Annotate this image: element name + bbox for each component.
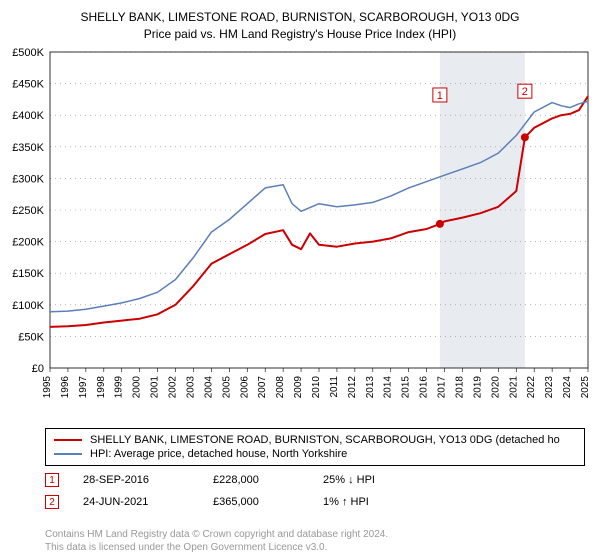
x-tick-label: 2015: [401, 376, 412, 399]
x-tick-label: 2018: [454, 376, 465, 399]
x-tick-label: 1999: [114, 376, 125, 399]
annotation-row: 2 24-JUN-2021£365,0001% ↑ HPI: [45, 492, 585, 512]
y-tick-label: £450K: [12, 79, 44, 91]
x-tick-label: 2016: [419, 376, 430, 399]
annotation-badge: 2: [45, 495, 59, 509]
legend-row: SHELLY BANK, LIMESTONE ROAD, BURNISTON, …: [54, 433, 576, 447]
x-tick-label: 2023: [544, 376, 555, 399]
sale-marker-number: 2: [522, 86, 528, 98]
legend-swatch: [54, 439, 82, 441]
x-tick-label: 1997: [78, 376, 89, 399]
x-tick-label: 2012: [347, 376, 358, 399]
title-block: SHELLY BANK, LIMESTONE ROAD, BURNISTON, …: [0, 0, 600, 46]
y-tick-label: £100K: [12, 300, 44, 312]
y-tick-label: £50K: [18, 331, 44, 343]
y-tick-label: £350K: [12, 142, 44, 154]
legend-row: HPI: Average price, detached house, Nort…: [54, 447, 576, 461]
annotation-date: 24-JUN-2021: [83, 496, 213, 508]
chart-area: £0 £50K £100K £150K £200K £250K £300K £350K £400…: [0, 46, 600, 426]
x-tick-label: 2004: [203, 376, 214, 399]
x-tick-label: 2001: [150, 376, 161, 399]
annotation-delta: 25% ↓ HPI: [323, 474, 585, 486]
annotation-badge: 1: [45, 473, 59, 487]
sale-marker-dot: [521, 133, 529, 141]
x-tick-label: 1995: [42, 376, 53, 399]
x-tick-label: 2019: [472, 376, 483, 399]
x-tick-label: 2009: [293, 376, 304, 399]
x-tick-label: 2021: [508, 376, 519, 399]
y-tick-label: £500K: [12, 47, 44, 59]
x-tick-label: 2003: [185, 376, 196, 399]
x-tick-label: 1996: [60, 376, 71, 399]
sale-marker-dot: [436, 220, 444, 228]
legend-box: SHELLY BANK, LIMESTONE ROAD, BURNISTON, …: [45, 428, 585, 466]
x-tick-label: 2014: [383, 376, 394, 399]
footer-line2: This data is licensed under the Open Gov…: [45, 541, 388, 554]
sale-period-band: [440, 52, 525, 368]
sale-marker-number: 1: [437, 90, 443, 102]
x-tick-label: 1998: [96, 376, 107, 399]
y-tick-label: £150K: [12, 268, 44, 280]
y-tick-label: £300K: [12, 173, 44, 185]
x-tick-label: 2008: [275, 376, 286, 399]
y-tick-label: £0: [32, 363, 44, 375]
chart-svg: £0 £50K £100K £150K £200K £250K £300K £350K £400…: [0, 46, 600, 426]
legend-label: SHELLY BANK, LIMESTONE ROAD, BURNISTON, …: [90, 434, 560, 446]
annotation-price: £365,000: [213, 496, 323, 508]
annotation-table: 1 28-SEP-2016£228,00025% ↓ HPI 2 24-JUN-202…: [45, 470, 585, 514]
x-tick-label: 2017: [437, 376, 448, 399]
x-tick-label: 2002: [168, 376, 179, 399]
y-tick-label: £400K: [12, 110, 44, 122]
x-tick-label: 2020: [490, 376, 501, 399]
x-tick-label: 2022: [526, 376, 537, 399]
x-tick-label: 2010: [311, 376, 322, 399]
footer: Contains HM Land Registry data © Crown c…: [45, 528, 388, 554]
title-main: SHELLY BANK, LIMESTONE ROAD, BURNISTON, …: [10, 10, 590, 24]
y-tick-label: £200K: [12, 237, 44, 249]
annotation-delta: 1% ↑ HPI: [323, 496, 585, 508]
x-tick-label: 2024: [562, 376, 573, 399]
annotation-date: 28-SEP-2016: [83, 474, 213, 486]
x-tick-label: 2007: [257, 376, 268, 399]
x-tick-label: 2005: [221, 376, 232, 399]
legend-swatch: [54, 453, 82, 455]
x-tick-label: 2025: [580, 376, 591, 399]
legend-label: HPI: Average price, detached house, Nort…: [90, 448, 347, 460]
title-sub: Price paid vs. HM Land Registry's House …: [10, 27, 590, 41]
footer-line1: Contains HM Land Registry data © Crown c…: [45, 528, 388, 541]
x-tick-label: 2006: [239, 376, 250, 399]
x-tick-label: 2000: [132, 376, 143, 399]
chart-container: SHELLY BANK, LIMESTONE ROAD, BURNISTON, …: [0, 0, 600, 560]
annotation-price: £228,000: [213, 474, 323, 486]
annotation-row: 1 28-SEP-2016£228,00025% ↓ HPI: [45, 470, 585, 490]
x-tick-label: 2011: [329, 376, 340, 398]
y-tick-label: £250K: [12, 205, 44, 217]
x-tick-label: 2013: [365, 376, 376, 399]
